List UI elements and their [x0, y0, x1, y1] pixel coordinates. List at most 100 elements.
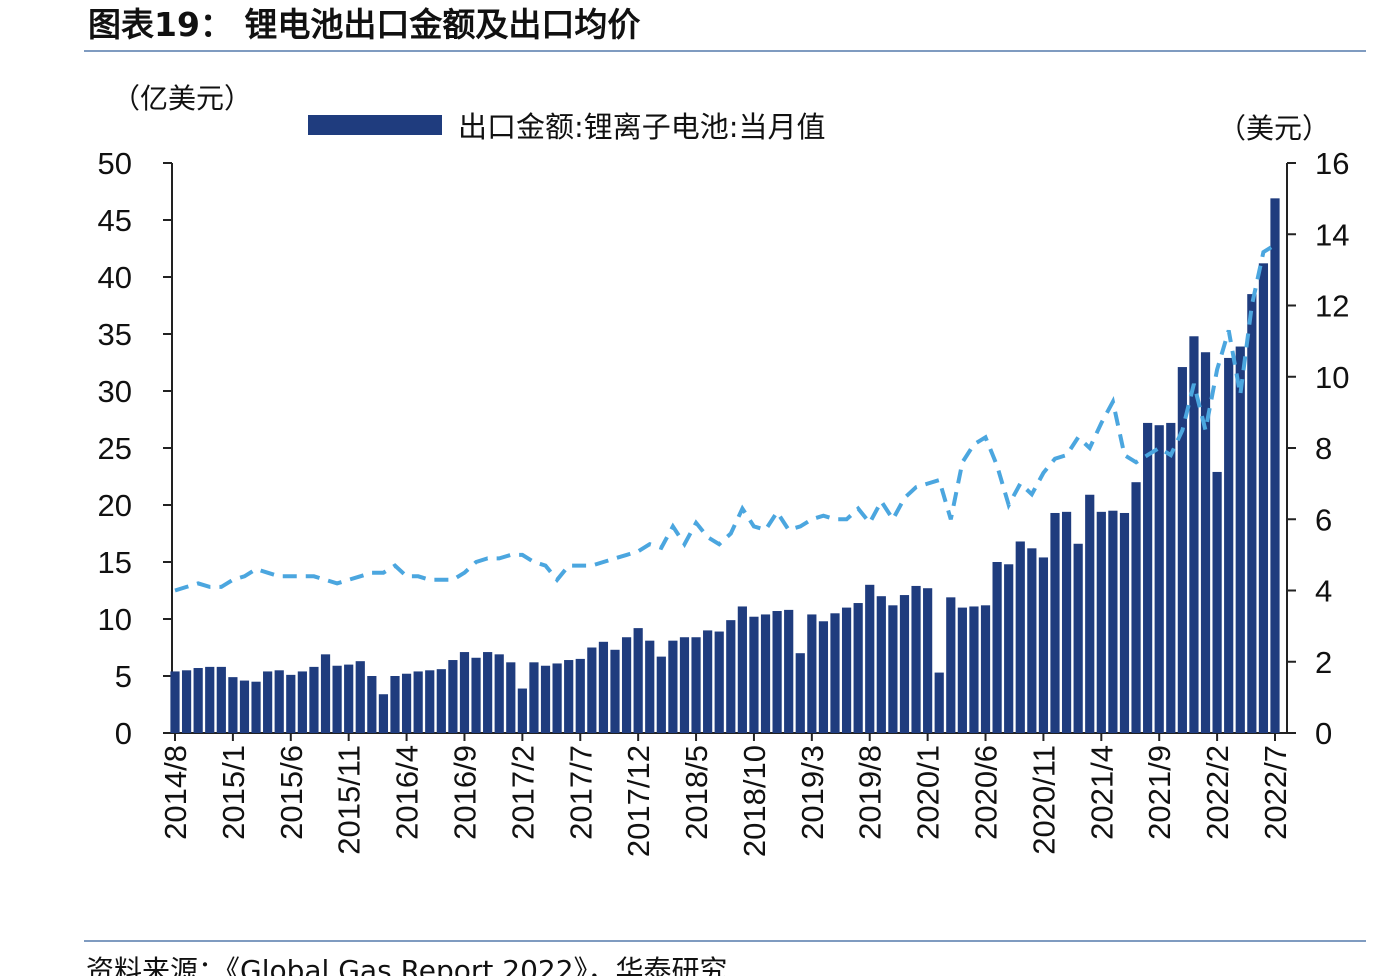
bar [309, 666, 319, 733]
y2-tick-label: 6 [1315, 502, 1332, 537]
bar [934, 672, 944, 733]
y-tick-label: 35 [98, 317, 132, 352]
bar [448, 660, 458, 733]
bar [239, 680, 250, 733]
bar [668, 640, 678, 733]
bar [320, 654, 331, 733]
bar [344, 664, 354, 733]
bar [691, 637, 701, 733]
bar [795, 653, 805, 733]
bar [760, 614, 771, 733]
bar [170, 671, 180, 733]
bar [1027, 548, 1037, 733]
bar [367, 676, 377, 733]
bar [830, 613, 840, 733]
bar [865, 584, 875, 733]
bar [969, 606, 979, 733]
x-tick-label: 2022/7 [1258, 745, 1293, 840]
bar [1131, 482, 1141, 733]
bar [841, 607, 852, 733]
bar [1050, 512, 1060, 733]
x-tick-label: 2022/2 [1200, 745, 1235, 840]
x-tick-label: 2020/11 [1026, 745, 1061, 855]
y-tick-label: 10 [98, 602, 132, 637]
bar [1166, 422, 1176, 733]
bar [1073, 543, 1083, 733]
bar [193, 668, 203, 733]
bar [992, 562, 1002, 733]
y2-tick-label: 2 [1315, 645, 1332, 680]
bar [181, 670, 192, 733]
x-tick-label: 2017/12 [621, 745, 656, 857]
bar [888, 605, 898, 733]
bar [1212, 471, 1222, 733]
x-tick-label: 2015/1 [216, 745, 251, 840]
y-tick-label: 30 [98, 374, 132, 409]
bar [726, 620, 736, 733]
x-tick-label: 2020/6 [969, 745, 1004, 840]
y-tick-label: 20 [98, 488, 132, 523]
y2-tick-label: 10 [1315, 360, 1349, 395]
x-tick-label: 2021/4 [1084, 745, 1119, 840]
x-tick-label: 2021/9 [1142, 745, 1177, 840]
x-tick-label: 2019/8 [853, 745, 888, 840]
y-tick-label: 5 [115, 659, 132, 694]
chart-title: 图表19： 锂电池出口金额及出口均价 [88, 5, 640, 44]
x-tick-label: 2018/5 [679, 745, 714, 840]
bar [1096, 511, 1106, 733]
bar [413, 671, 423, 733]
bar [714, 631, 724, 733]
bar [818, 621, 829, 733]
bar [1015, 541, 1025, 733]
y-tick-label: 40 [98, 260, 132, 295]
bar [355, 661, 365, 733]
bar [297, 671, 307, 733]
bar [610, 649, 620, 733]
y2-tick-label: 14 [1315, 217, 1349, 252]
x-tick-label: 2016/4 [390, 745, 425, 840]
bar [1189, 336, 1199, 733]
bar [1085, 494, 1095, 733]
bar [1270, 198, 1280, 734]
bar [529, 662, 539, 733]
bar [251, 681, 261, 733]
bar [390, 676, 400, 733]
x-tick-label: 2016/9 [447, 745, 482, 840]
x-tick-label: 2017/2 [505, 745, 540, 840]
bar [899, 595, 910, 733]
bar [598, 641, 609, 733]
bar [506, 662, 516, 733]
x-tick-label: 2020/1 [911, 745, 946, 840]
bar [425, 670, 435, 733]
bar [621, 637, 632, 733]
bar [1258, 263, 1269, 733]
y2-axis-label: （美元） [1218, 112, 1330, 145]
bar [1143, 422, 1153, 733]
x-tick-label: 2018/10 [737, 745, 772, 857]
bar [957, 607, 967, 733]
bar [703, 630, 713, 733]
y-tick-label: 50 [98, 146, 132, 181]
bar [807, 614, 817, 733]
y-tick-label: 0 [115, 716, 132, 751]
y-tick-label: 45 [98, 203, 132, 238]
source-note: 资料来源：《Global Gas Report 2022》，华泰研究 [86, 954, 728, 976]
bar [645, 640, 655, 733]
bar [923, 588, 933, 733]
bar [1224, 357, 1234, 733]
bar [575, 658, 585, 733]
x-tick-label: 2017/7 [563, 745, 598, 840]
bar [911, 585, 921, 733]
bar [552, 663, 562, 733]
bar [587, 647, 597, 733]
bar [517, 688, 527, 733]
bar [216, 666, 226, 733]
bar [876, 596, 886, 733]
bar [1004, 564, 1014, 733]
legend-swatch [308, 115, 442, 135]
bar [205, 666, 215, 733]
bar [1108, 510, 1118, 733]
x-tick-label: 2014/8 [158, 745, 193, 840]
